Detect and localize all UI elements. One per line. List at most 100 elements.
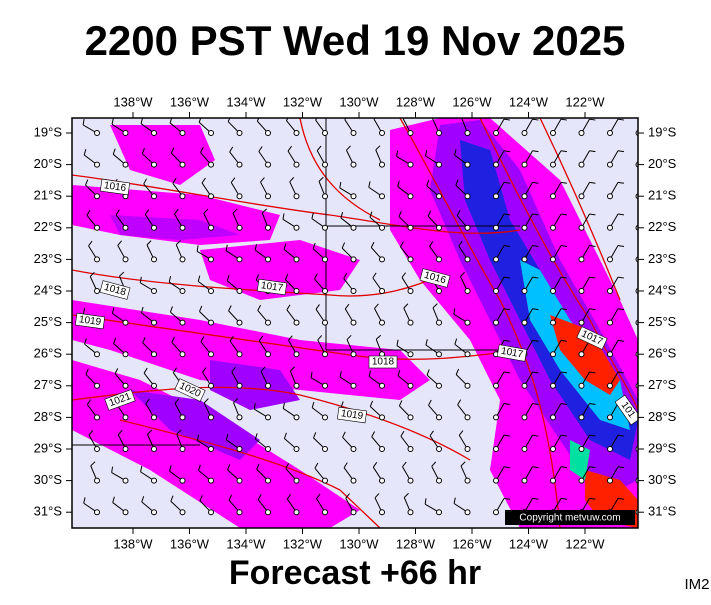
- barb-station: [208, 319, 214, 326]
- barb-station: [493, 288, 499, 294]
- barb-station: [265, 256, 271, 263]
- barb-feather: [399, 241, 404, 248]
- isobar-label-box: [99, 280, 131, 300]
- barb-station: [265, 414, 271, 421]
- lat-label: 20°S: [648, 156, 677, 171]
- barb-station: [350, 319, 357, 326]
- barb-feather: [261, 208, 268, 214]
- barb-feather: [346, 145, 351, 151]
- barb-feather: [425, 149, 428, 156]
- barb-feather: [315, 304, 320, 310]
- barb-station: [436, 288, 442, 294]
- barb-feather: [228, 494, 233, 501]
- barb-station: [322, 130, 328, 136]
- barb-feather: [227, 464, 231, 471]
- barb-feather: [89, 271, 95, 277]
- barb-station: [265, 446, 271, 452]
- barb-station: [550, 414, 556, 421]
- barb-station: [607, 319, 613, 326]
- lon-label: 132°W: [283, 536, 323, 551]
- barb-station: [578, 256, 585, 263]
- lon-label: 134°W: [226, 94, 266, 109]
- barb-station: [350, 351, 357, 358]
- barb-feather: [260, 366, 266, 372]
- barb-feather: [503, 403, 511, 405]
- barb-station: [322, 446, 328, 452]
- barb-feather: [85, 179, 89, 186]
- barb-station: [293, 477, 300, 484]
- barb-feather: [288, 335, 293, 341]
- barb-station: [464, 382, 471, 389]
- barb-station: [578, 224, 585, 231]
- barb-station: [293, 224, 300, 231]
- barb-feather: [289, 366, 295, 372]
- barb-station: [407, 224, 414, 231]
- barb-feather: [201, 177, 206, 184]
- barb-station: [350, 130, 357, 136]
- barb-station: [122, 256, 129, 263]
- lat-label: 23°S: [648, 251, 677, 266]
- barb-station: [350, 288, 357, 294]
- barb-feather: [401, 272, 407, 278]
- barb-station: [322, 288, 328, 294]
- barb-feather: [282, 213, 285, 220]
- barb-feather: [283, 243, 287, 250]
- barb-station: [293, 130, 300, 136]
- barb-feather: [617, 245, 625, 247]
- barb-feather: [284, 273, 289, 280]
- barb-station: [379, 446, 385, 452]
- barb-station: [607, 477, 613, 484]
- barb-feather: [112, 148, 116, 155]
- lon-label: 122°W: [565, 94, 605, 109]
- barb-station: [493, 193, 499, 200]
- barb-feather: [560, 118, 568, 121]
- isobar-label-box: [336, 406, 368, 424]
- barb-station: [578, 477, 585, 484]
- barb-feather: [199, 495, 203, 501]
- barb-staff: [639, 277, 647, 291]
- barb-station: [236, 477, 243, 484]
- barb-station: [265, 509, 271, 516]
- isobar-label-box: [256, 278, 288, 296]
- barb-feather: [200, 336, 205, 343]
- isobar-label-box: [104, 389, 136, 411]
- lon-label: 126°W: [452, 94, 492, 109]
- lon-label: 136°W: [170, 536, 210, 551]
- barb-station: [322, 256, 328, 263]
- barb-station: [236, 446, 243, 452]
- barb-station: [94, 256, 100, 263]
- barb-station: [208, 382, 214, 389]
- barb-feather: [315, 118, 318, 121]
- isobar-label: 1017: [256, 278, 288, 296]
- barb-feather: [647, 372, 653, 373]
- barb-feather: [647, 498, 653, 499]
- barb-feather: [227, 118, 231, 122]
- barb-feather: [172, 178, 177, 184]
- barb-station: [179, 319, 186, 326]
- barb-station: [151, 509, 157, 516]
- barb-station: [293, 382, 300, 389]
- barb-station: [521, 288, 528, 294]
- barb-feather: [617, 497, 625, 500]
- lon-label: 124°W: [509, 536, 549, 551]
- barb-station: [407, 509, 414, 516]
- barb-station: [122, 382, 129, 389]
- barb-station: [379, 477, 385, 484]
- barb-station: [151, 477, 157, 484]
- barb-feather: [141, 496, 145, 503]
- barb-feather: [175, 240, 181, 246]
- barb-feather: [560, 403, 568, 405]
- barb-station: [521, 256, 528, 263]
- lat-label: 25°S: [34, 314, 63, 329]
- barb-feather: [198, 464, 201, 471]
- barb-station: [464, 509, 471, 516]
- barb-station: [322, 224, 328, 231]
- barb-station: [293, 161, 300, 168]
- barb-feather: [460, 461, 466, 467]
- isobar-label-box: [99, 178, 131, 196]
- isobar-label-box: [614, 394, 638, 426]
- barb-feather: [503, 371, 511, 374]
- lat-label: 22°S: [34, 219, 63, 234]
- barb-feather: [647, 182, 653, 183]
- barb-station: [94, 414, 100, 421]
